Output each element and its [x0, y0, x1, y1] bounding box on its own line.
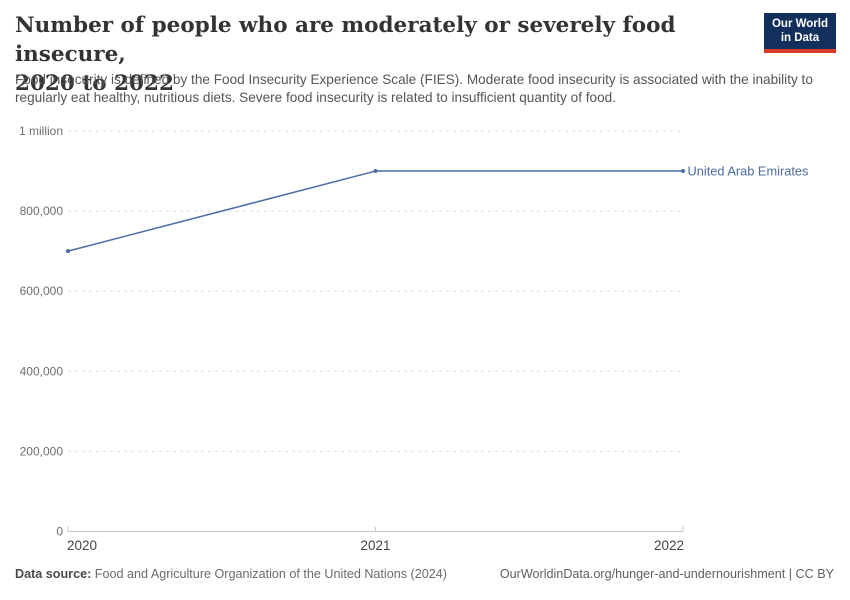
owid-logo-line1: Our World [771, 18, 828, 30]
footer-link[interactable]: OurWorldinData.org/hunger-and-undernouri… [499, 567, 834, 581]
data-point-marker[interactable] [373, 169, 378, 174]
owid-logo[interactable]: Our World in Data [763, 13, 836, 53]
chart-title: Number of people who are moderately or s… [15, 11, 760, 98]
line-chart-canvas: 0 200,000 400,000 600,000 800,000 1 million 20… [0, 120, 850, 565]
y-tick-label: 1 million [19, 124, 63, 138]
y-tick-label: 0 [56, 525, 63, 539]
chart-title-line2: 2020 to 2022 [15, 71, 174, 96]
y-tick-label: 600,000 [20, 284, 64, 298]
entity-label[interactable]: United Arab Emirates [688, 164, 809, 179]
x-tick-label: 2022 [654, 538, 684, 553]
x-tick-label: 2020 [67, 538, 97, 553]
line-chart-svg: 0 200,000 400,000 600,000 800,000 1 million 20… [19, 124, 809, 553]
data-source: Data source: Food and Agriculture Organi… [15, 567, 447, 581]
data-point-marker[interactable] [66, 249, 70, 254]
footer: Data source: Food and Agriculture Organi… [15, 567, 834, 581]
chart-title-line1: Number of people who are moderately or s… [15, 13, 676, 67]
owid-logo-line2: in Data [780, 31, 820, 44]
y-tick-label: 400,000 [20, 364, 64, 378]
data-source-value: Food and Agriculture Organization of the… [94, 567, 447, 581]
y-tick-label: 200,000 [20, 444, 64, 458]
data-point-marker[interactable] [681, 169, 685, 174]
chart-subtitle: Food insecurity is defined by the Food I… [15, 72, 813, 105]
y-tick-label: 800,000 [20, 204, 64, 218]
x-tick-label: 2021 [360, 538, 390, 553]
data-source-label: Data source: [15, 567, 92, 581]
